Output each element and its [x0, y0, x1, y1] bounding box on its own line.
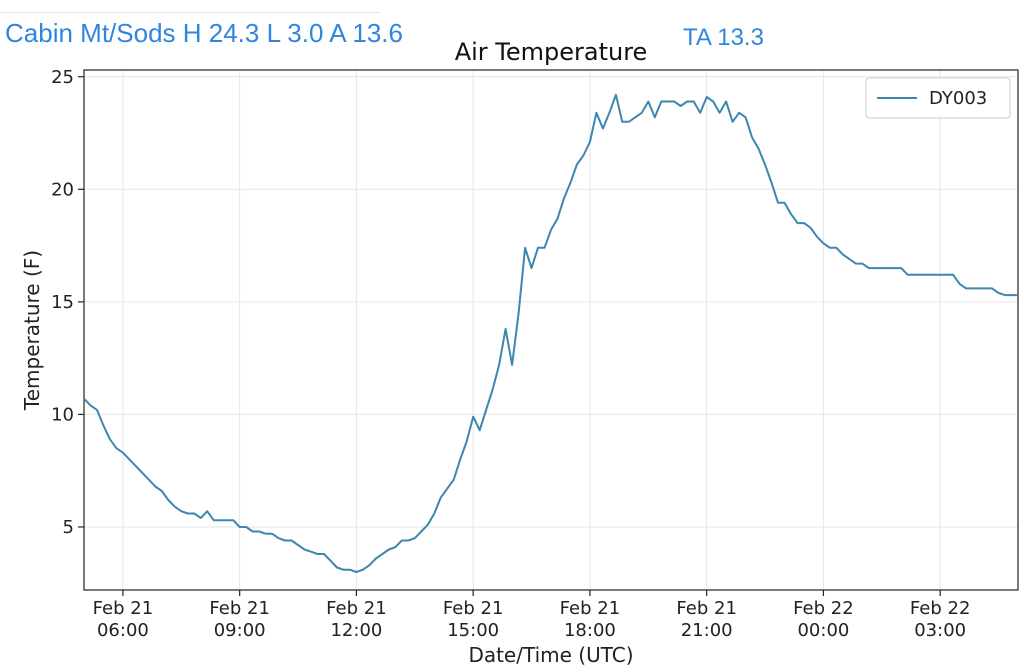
y-tick-label: 5	[63, 517, 74, 538]
x-tick-time-label: 09:00	[214, 620, 266, 641]
station-summary: Cabin Mt/Sods H 24.3 L 3.0 A 13.6	[5, 18, 403, 48]
header-divider	[0, 12, 380, 13]
legend-label: DY003	[929, 88, 987, 109]
x-tick-date-label: Feb 21	[209, 598, 270, 619]
y-tick-label: 10	[51, 404, 74, 425]
x-tick-date-label: Feb 21	[93, 598, 154, 619]
x-tick-date-label: Feb 22	[910, 598, 971, 619]
legend: DY003	[865, 77, 1011, 119]
x-tick-date-label: Feb 21	[560, 598, 621, 619]
y-tick-label: 15	[51, 292, 74, 313]
grid-lines	[84, 70, 1018, 590]
y-axis-title: Temperature (F)	[20, 250, 44, 411]
x-tick-time-label: 21:00	[681, 620, 733, 641]
x-tick-time-label: 18:00	[564, 620, 616, 641]
x-tick-time-label: 12:00	[330, 620, 382, 641]
y-tick-label: 20	[51, 179, 74, 200]
x-tick-date-label: Feb 22	[793, 598, 854, 619]
series-layer	[83, 93, 1018, 573]
chart-title: Air Temperature	[455, 38, 648, 66]
series-line-dy003	[83, 93, 1018, 573]
y-tick-label: 25	[51, 67, 74, 88]
x-tick-date-label: Feb 21	[676, 598, 737, 619]
plot-frame	[83, 69, 1019, 591]
x-tick-time-label: 00:00	[797, 620, 849, 641]
legend-box	[865, 77, 1011, 119]
y-axis: 5 10 15 20 25	[51, 67, 84, 538]
ta-summary: TA 13.3	[683, 24, 764, 51]
x-tick-date-label: Feb 21	[443, 598, 504, 619]
x-tick-date-label: Feb 21	[326, 598, 387, 619]
x-tick-time-label: 03:00	[914, 620, 966, 641]
x-axis-title: Date/Time (UTC)	[468, 643, 633, 667]
x-tick-time-label: 06:00	[97, 620, 149, 641]
x-tick-time-label: 15:00	[447, 620, 499, 641]
